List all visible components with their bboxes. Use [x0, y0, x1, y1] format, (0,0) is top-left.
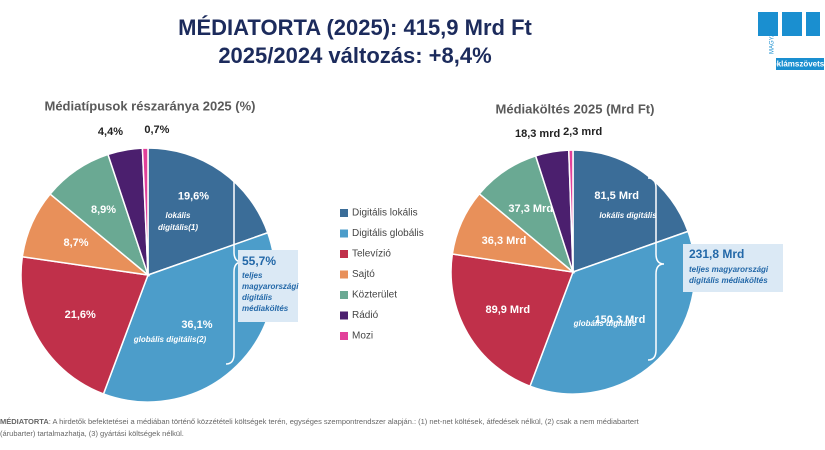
value-label: 19,6%: [178, 191, 209, 203]
pie-slice: [450, 253, 575, 388]
value-label: 150,3 Mrd: [595, 314, 646, 326]
legend-label: Közterület: [352, 290, 397, 301]
callout-value: 231,8 Mrd: [689, 247, 744, 261]
bracket: [647, 177, 665, 361]
pie-slice: [20, 255, 150, 395]
annotation: lokális digitális: [599, 211, 657, 220]
annotation: globális digitális: [573, 319, 637, 328]
pies: 19,6% 36,1% 21,6% 8,7% 8,9% 4,4% 0,7% 81,5 Mrd 1…: [20, 124, 696, 403]
legend-label: Sajtó: [352, 269, 375, 280]
value-label: 89,9 Mrd: [485, 304, 530, 316]
logo-text: MAGYAR: [770, 28, 776, 54]
chart-title: Médiatípusok részaránya 2025 (%): [45, 98, 256, 113]
value-label: 81,5 Mrd: [594, 190, 639, 202]
value-label: 37,3 Mrd: [508, 203, 553, 215]
value-label: 36,1%: [181, 319, 212, 331]
legend-swatch: [340, 291, 348, 299]
legend-swatch: [340, 209, 348, 217]
pie-slice: [141, 147, 149, 276]
legend-swatch: [340, 270, 348, 279]
value-label: 2,3 mrd: [563, 126, 602, 138]
value-label: 36,3 Mrd: [482, 235, 527, 247]
legend-swatch: [340, 250, 348, 258]
callout-box: [238, 250, 298, 322]
value-label: 18,3 mrd: [515, 128, 560, 140]
legend-label: Televízió: [352, 249, 391, 260]
legend-label: Digitális globális: [352, 228, 424, 239]
value-label: 4,4%: [98, 126, 123, 138]
value-label: 8,9%: [91, 204, 116, 216]
callout-value: 55,7%: [242, 254, 276, 268]
callout-text: médiaköltés: [242, 304, 289, 313]
logo-text: Reklámszövetség: [766, 60, 825, 69]
callout-box: [683, 244, 783, 292]
footnote-lead: MÉDIATORTA: [0, 417, 49, 426]
callout-text: magyarországi: [242, 282, 299, 291]
callout-text: digitális: [242, 293, 273, 302]
legend-swatch: [340, 332, 348, 340]
legend-swatch: [340, 229, 348, 238]
value-label: 8,7%: [63, 237, 88, 249]
legend-label: Mozi: [352, 331, 373, 342]
legend-label: Rádió: [352, 310, 379, 321]
value-label: 0,7%: [144, 124, 169, 136]
legend-swatch: [340, 311, 348, 320]
logo: MAGYAR Reklámszövetség: [758, 12, 825, 70]
logo-block: [806, 12, 820, 36]
value-label: 21,6%: [65, 309, 96, 321]
callout-text: teljes magyarországi: [689, 265, 769, 274]
chart-title: Médiaköltés 2025 (Mrd Ft): [496, 101, 655, 116]
legend-label: Digitális lokális: [352, 208, 418, 219]
footnote-text: : A hirdetők befektetései a médiában tör…: [49, 417, 640, 426]
logo-band: [776, 58, 824, 70]
logo-block: [758, 12, 778, 36]
title: MÉDIATORTA (2025): 415,9 Mrd Ft: [178, 15, 532, 40]
footnote: MÉDIATORTA: A hirdetők befektetései a mé…: [0, 417, 640, 426]
footnote-text: (árubarter) tartalmazhatja, (3) gyártási…: [0, 429, 184, 438]
callout-text: digitális médiaköltés: [689, 276, 768, 285]
subtitle: 2025/2024 változás: +8,4%: [218, 43, 491, 68]
annotation: lokális: [166, 211, 191, 220]
pie-slice: [567, 149, 574, 273]
callout-text: teljes: [242, 271, 263, 280]
annotation: globális digitális(2): [133, 335, 207, 344]
legend: Digitális lokális Digitális globális Telev…: [340, 208, 424, 342]
logo-block: [782, 12, 802, 36]
annotation: digitális(1): [158, 223, 198, 232]
